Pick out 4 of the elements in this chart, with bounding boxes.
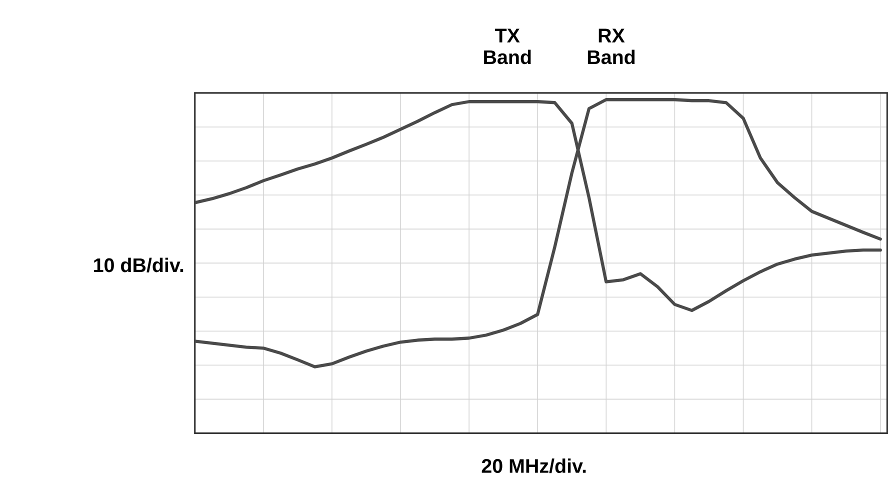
x-axis-title: 20 MHz/div.	[482, 458, 586, 474]
y-axis-title: 10 dB/div.	[94, 258, 184, 273]
text: RX Band	[588, 28, 635, 64]
text: TX Band	[484, 28, 531, 64]
